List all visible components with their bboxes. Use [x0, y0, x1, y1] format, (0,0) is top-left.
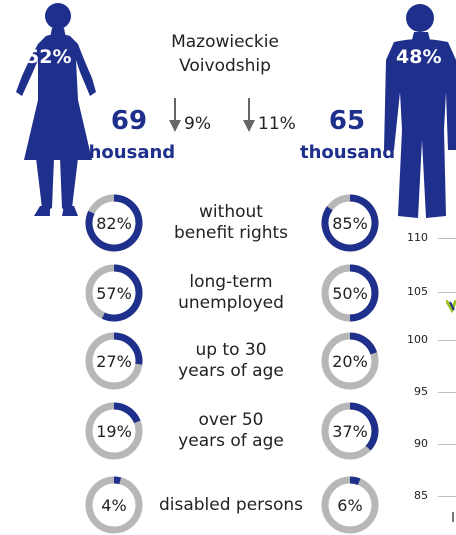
ring-label: 85% — [332, 214, 368, 233]
woman-figure-icon — [16, 3, 96, 216]
side-axis-tick-label: 100 — [407, 333, 428, 346]
ring-women-0: 82% — [85, 194, 143, 252]
category-label-line: disabled persons — [158, 494, 304, 515]
ring-share-arc — [101, 264, 143, 322]
women-share: 52% — [26, 46, 72, 68]
ring-share-arc — [85, 194, 143, 252]
men-count: 65 — [328, 106, 366, 136]
category-label-line: up to 30 — [195, 340, 267, 360]
category-label-line: benefit rights — [173, 223, 289, 243]
ring-share-arc — [113, 476, 122, 485]
ring-share-arc — [321, 194, 379, 252]
men-share: 48% — [396, 46, 442, 68]
ring-share-arc — [349, 264, 379, 322]
ring-label: 19% — [96, 422, 132, 441]
ring-women-4: 4% — [85, 476, 143, 534]
ring-share-arc — [349, 332, 378, 355]
ring-men-3: 37% — [321, 402, 379, 460]
ring-men-0: 85% — [321, 194, 379, 252]
side-axis-gridline — [438, 340, 456, 341]
ring-label: 37% — [332, 422, 368, 441]
side-axis-tick-label: 90 — [414, 437, 428, 450]
category-label-line: without — [199, 202, 263, 222]
side-axis-gridline — [438, 392, 456, 393]
side-chart-marker — [446, 300, 456, 314]
side-axis-gridline — [438, 444, 456, 445]
ring-women-3: 19% — [85, 402, 143, 460]
ring-men-2: 20% — [321, 332, 379, 390]
region-title-line1: Mazowieckie — [171, 32, 279, 52]
category-label-line: years of age — [178, 361, 284, 381]
ring-men-4: 6% — [321, 476, 379, 534]
category-label: disabled persons — [146, 495, 316, 516]
side-axis-tick-label: 110 — [407, 231, 428, 244]
region-title-line2: Voivodship — [179, 56, 271, 76]
ring-label: 20% — [332, 352, 368, 371]
man-figure-icon — [384, 4, 456, 218]
ring-share-arc — [349, 476, 361, 486]
ring-women-2: 27% — [85, 332, 143, 390]
side-axis-tick-label: 85 — [414, 489, 428, 502]
region-title: Mazowieckie Voivodship — [150, 30, 300, 78]
ring-label: 6% — [337, 496, 362, 515]
category-label: up to 30 years of age — [146, 340, 316, 382]
side-axis-tick-label: 95 — [414, 385, 428, 398]
ring-label: 27% — [96, 352, 132, 371]
ring-label: 50% — [332, 284, 368, 303]
category-label-line: long-term — [189, 272, 273, 292]
men-change: 11% — [258, 114, 296, 134]
side-axis-tick-label: 105 — [407, 285, 428, 298]
category-label-line: over 50 — [198, 410, 264, 430]
ring-label: 82% — [96, 214, 132, 233]
side-axis-gridline — [438, 238, 456, 239]
women-unit: thousand — [80, 142, 176, 163]
ring-share-arc — [349, 402, 379, 451]
side-chart-edge — [452, 512, 454, 522]
ring-women-1: 57% — [85, 264, 143, 322]
ring-share-arc — [113, 332, 143, 365]
ring-label: 57% — [96, 284, 132, 303]
women-count: 69 — [110, 106, 148, 136]
category-label: without benefit rights — [146, 202, 316, 244]
women-change: 9% — [184, 114, 211, 134]
category-label-line: years of age — [178, 431, 284, 451]
category-label-line: unemployed — [178, 293, 284, 313]
category-label: over 50 years of age — [146, 410, 316, 452]
side-axis-gridline — [438, 496, 456, 497]
ring-men-1: 50% — [321, 264, 379, 322]
side-axis-gridline — [438, 292, 456, 293]
category-label: long-term unemployed — [146, 272, 316, 314]
ring-share-arc — [113, 402, 141, 424]
men-change-arrow-down-icon — [243, 98, 255, 132]
women-change-arrow-down-icon — [169, 98, 181, 132]
men-unit: thousand — [300, 142, 396, 163]
ring-label: 4% — [101, 496, 126, 515]
